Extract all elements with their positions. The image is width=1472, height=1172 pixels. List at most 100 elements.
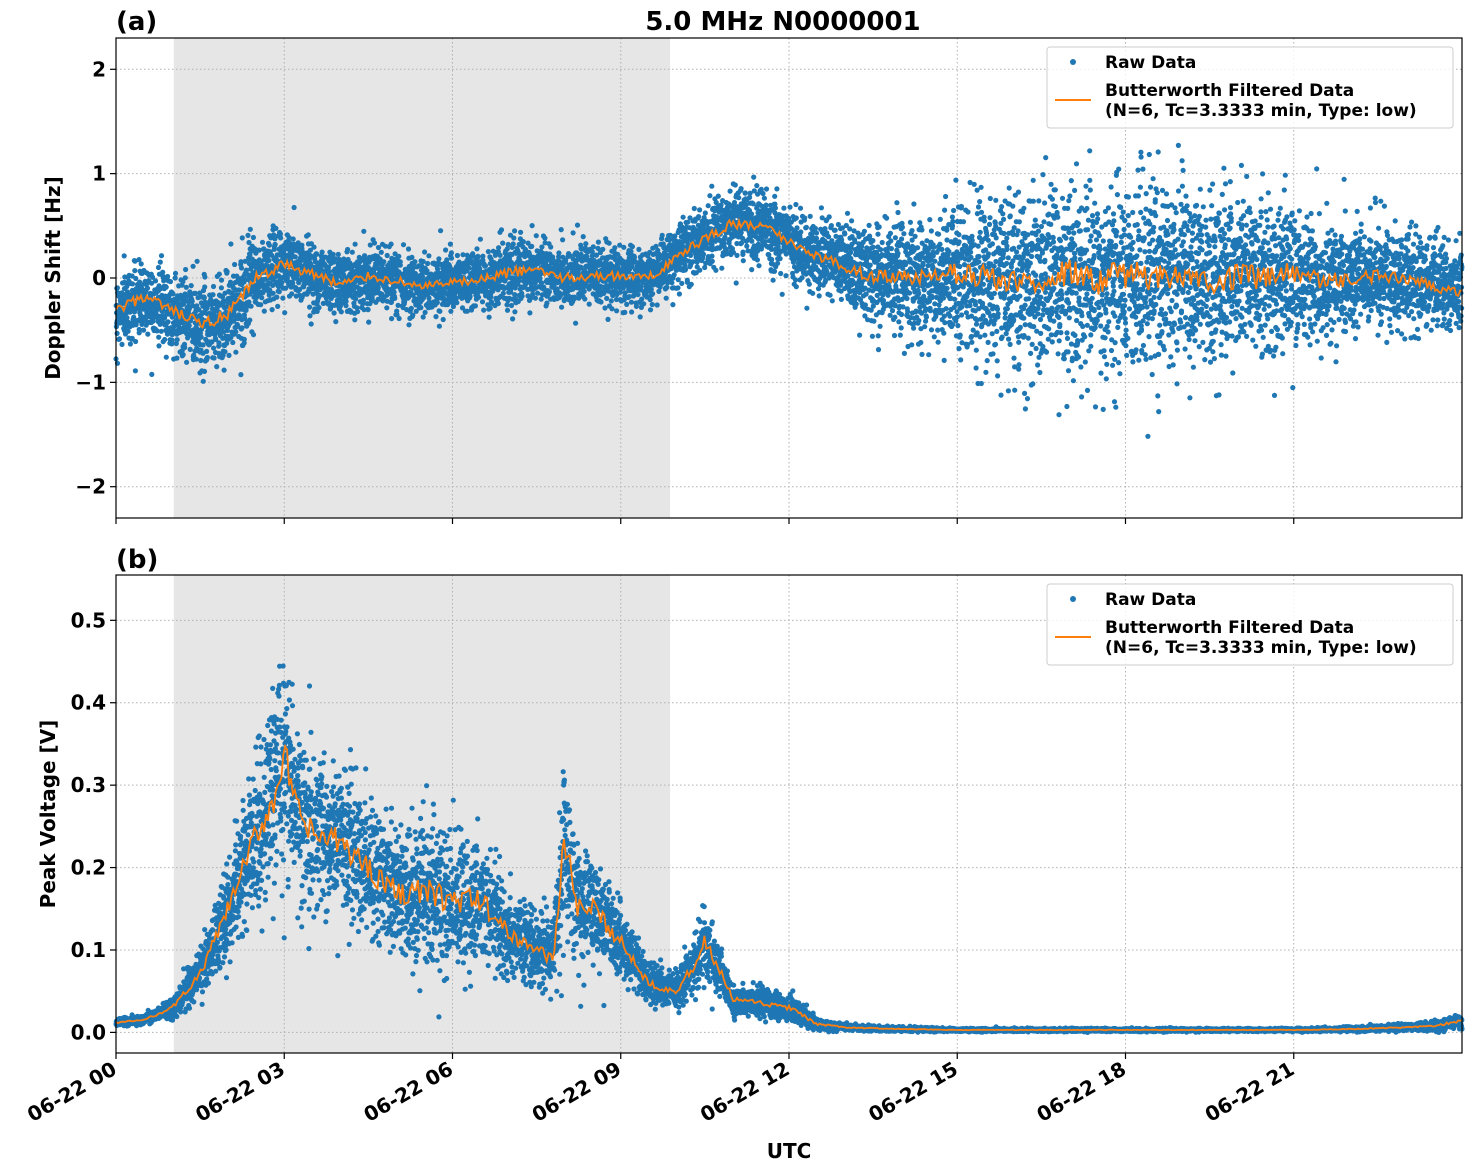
raw-point (169, 341, 175, 347)
raw-point (807, 213, 813, 219)
raw-point (598, 299, 604, 305)
raw-point (144, 285, 151, 291)
raw-point (477, 236, 483, 242)
raw-point (519, 293, 525, 299)
raw-point (649, 301, 655, 308)
panel-tag-a: (a) (116, 7, 157, 37)
raw-point (361, 228, 367, 234)
raw-point (381, 259, 387, 265)
raw-point (622, 309, 628, 315)
raw-point (647, 307, 654, 313)
raw-point (345, 246, 351, 253)
raw-point (224, 269, 230, 275)
raw-point (172, 275, 178, 281)
raw-point (121, 253, 127, 259)
raw-point (659, 232, 665, 238)
raw-point (845, 273, 851, 279)
raw-point (781, 205, 787, 211)
raw-point (487, 305, 493, 311)
raw-point (797, 205, 804, 211)
raw-point (388, 241, 394, 247)
raw-point (605, 316, 611, 322)
raw-point (158, 253, 165, 259)
raw-point (247, 226, 253, 232)
raw-point (688, 281, 694, 287)
raw-point (559, 304, 565, 310)
raw-point (180, 279, 186, 285)
raw-point (182, 275, 188, 281)
raw-point (688, 252, 694, 258)
raw-point (794, 225, 800, 231)
raw-point (193, 356, 199, 362)
raw-point (732, 182, 738, 188)
raw-point (216, 340, 222, 346)
raw-point (736, 195, 742, 201)
raw-point (292, 254, 298, 260)
raw-point (676, 291, 683, 297)
raw-point (230, 339, 236, 346)
raw-point (165, 319, 171, 325)
raw-point (629, 309, 635, 315)
raw-point (472, 303, 478, 309)
raw-point (713, 267, 719, 273)
raw-point (581, 288, 587, 294)
raw-point (709, 253, 715, 259)
raw-point (157, 259, 163, 265)
raw-point (481, 307, 487, 313)
raw-point (696, 214, 702, 220)
raw-point (709, 183, 715, 189)
raw-point (590, 244, 596, 250)
raw-point (586, 301, 592, 307)
raw-point (535, 290, 541, 296)
raw-point (496, 245, 502, 251)
raw-point (167, 279, 174, 285)
raw-point (600, 246, 606, 252)
raw-point (408, 305, 414, 311)
raw-point (609, 306, 615, 312)
raw-point (754, 257, 761, 263)
raw-point (751, 174, 757, 180)
raw-point (352, 317, 358, 323)
raw-point (248, 303, 254, 309)
raw-point (171, 323, 177, 329)
raw-point (798, 229, 804, 235)
raw-point (241, 336, 247, 342)
raw-point (278, 235, 284, 241)
raw-point (615, 263, 621, 269)
raw-point (204, 354, 210, 361)
raw-point (546, 289, 553, 295)
raw-point (624, 301, 630, 307)
raw-point (156, 334, 162, 340)
raw-point (670, 302, 676, 308)
raw-point (454, 252, 460, 259)
raw-point (291, 204, 297, 211)
raw-point (582, 296, 588, 302)
raw-point (397, 262, 403, 268)
raw-point (802, 215, 808, 221)
raw-point (154, 328, 160, 334)
raw-point (738, 230, 744, 236)
raw-point (198, 334, 204, 340)
raw-data-scatter-a (113, 142, 1465, 439)
raw-point (636, 246, 642, 252)
raw-point (412, 259, 418, 265)
raw-point (511, 228, 518, 234)
raw-point (749, 211, 755, 217)
raw-point (307, 304, 313, 310)
raw-point (740, 249, 746, 255)
raw-point (754, 183, 760, 189)
raw-point (130, 318, 136, 324)
raw-point (799, 275, 805, 281)
raw-point (119, 341, 125, 347)
raw-point (405, 246, 412, 252)
raw-point (221, 367, 227, 373)
raw-point (123, 324, 129, 330)
raw-point (448, 250, 454, 256)
raw-point (150, 274, 156, 280)
raw-point (606, 240, 612, 246)
raw-point (155, 264, 162, 271)
raw-point (734, 252, 740, 258)
raw-point (169, 337, 175, 343)
raw-point (276, 289, 282, 295)
raw-point (375, 285, 381, 291)
